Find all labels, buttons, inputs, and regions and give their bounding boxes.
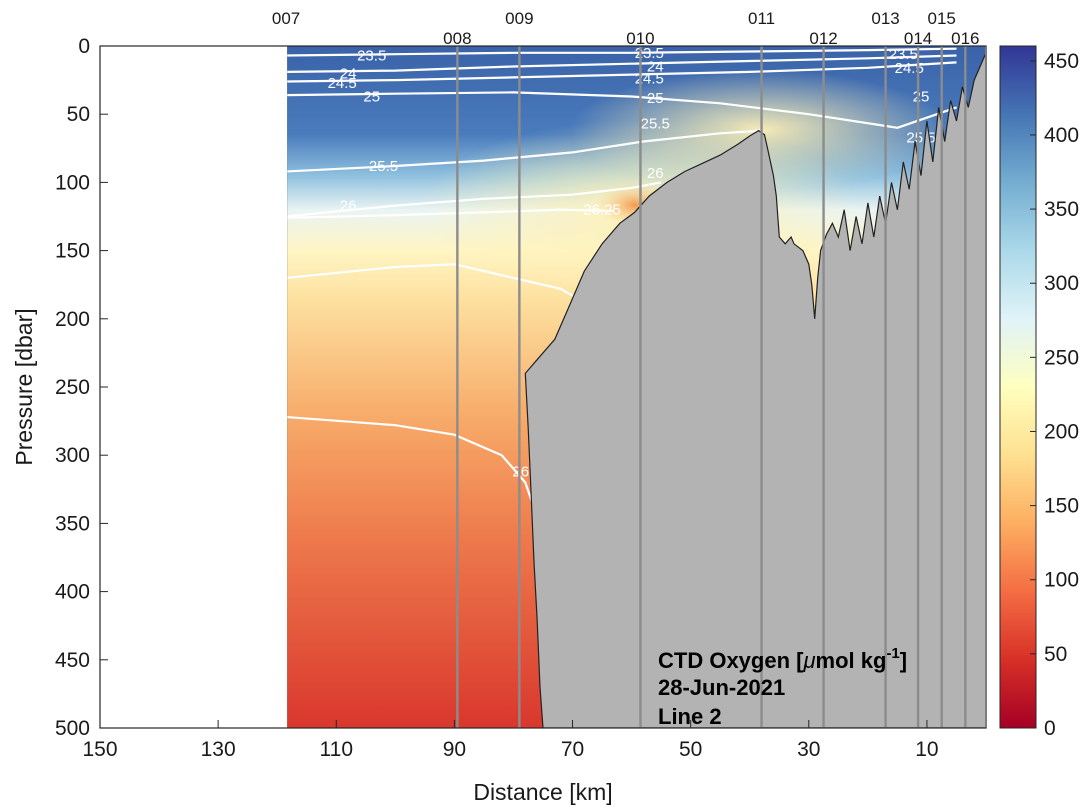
annotation-title: CTD Oxygen [μmol kg-1] <box>658 645 907 673</box>
colorbar-tick-label: 100 <box>1044 569 1079 592</box>
colorbar-tick-label: 300 <box>1044 272 1079 295</box>
density-contour-line <box>287 129 762 173</box>
y-tick-label: 400 <box>55 581 90 604</box>
x-tick-label: 30 <box>797 738 820 761</box>
y-axis-label: Pressure [dbar] <box>11 308 37 465</box>
density-contour-line <box>287 61 957 83</box>
contour-label: 26 <box>647 165 664 182</box>
station-label: 007 <box>272 9 300 28</box>
station-label: 009 <box>505 9 533 28</box>
x-tick-labels: 150 130 110 90 70 50 30 10 <box>82 738 938 761</box>
contour-label: 24 <box>340 65 357 82</box>
y-tick-label: 300 <box>55 444 90 467</box>
colorbar-tick-label: 350 <box>1044 198 1079 221</box>
density-contour-line <box>287 208 614 219</box>
y-tick-label: 250 <box>55 376 90 399</box>
contour-label: 25 <box>913 88 930 105</box>
density-contour-line <box>287 47 957 57</box>
y-tick-label: 500 <box>55 717 90 740</box>
contour-label: 23.5 <box>635 45 664 62</box>
oxygen-field: 23.52424.52525.52626.2526.526.7523.52424… <box>287 45 985 728</box>
y-tick-label: 350 <box>55 512 90 535</box>
contour-label: 23.5 <box>889 46 918 63</box>
density-contours <box>287 47 957 538</box>
y-tick-label: 100 <box>55 171 90 194</box>
contour-label: 24 <box>647 58 664 75</box>
colorbar-tick-label: 0 <box>1044 717 1056 740</box>
colorbar-tick-label: 250 <box>1044 346 1079 369</box>
density-contour-line <box>287 91 957 129</box>
colorbar <box>999 45 1037 729</box>
x-tick-label: 150 <box>82 738 117 761</box>
y-tick-label: 200 <box>55 308 90 331</box>
y-tick-label: 0 <box>78 35 90 58</box>
station-label: 012 <box>809 29 837 48</box>
contour-label: 25.5 <box>641 116 670 133</box>
contour-label: 25 <box>647 90 664 107</box>
colorbar-tick-label: 400 <box>1044 124 1079 147</box>
colorbar-tick-label: 200 <box>1044 420 1079 443</box>
annotation-block: CTD Oxygen [μmol kg-1] 28-Jun-2021 Line … <box>658 645 907 729</box>
station-label: 008 <box>443 29 471 48</box>
station-label: 013 <box>871 9 899 28</box>
contour-label: 25.5 <box>369 158 398 175</box>
contour-label: 25.5 <box>906 129 935 146</box>
contour-label: 24.5 <box>635 71 664 88</box>
contour-label: 25 <box>363 88 380 105</box>
colorbar-tick-label: 150 <box>1044 495 1079 518</box>
y-tick-label: 450 <box>55 649 90 672</box>
y-tick-label: 150 <box>55 240 90 263</box>
y-tick-label: 50 <box>67 103 90 126</box>
contour-label: 24.5 <box>328 75 357 92</box>
colorbar-tick-label: 450 <box>1044 50 1079 73</box>
density-contour-labels: 23.52424.52525.52626.2526.526.7523.52424… <box>328 45 936 481</box>
y-tick-labels: 0 50 100 150 200 250 300 350 400 450 500 <box>55 35 90 740</box>
contour-label: 24.5 <box>895 60 924 77</box>
x-tick-label: 70 <box>561 738 584 761</box>
density-contour-line <box>287 54 957 73</box>
x-tick-label: 50 <box>679 738 702 761</box>
contour-label: 23.5 <box>357 48 386 65</box>
contour-label: 26.25 <box>583 202 621 219</box>
x-axis-label: Distance [km] <box>473 779 612 805</box>
station-lines <box>287 46 967 728</box>
x-tick-label: 90 <box>443 738 466 761</box>
station-label: 015 <box>928 9 956 28</box>
colorbar-ticks: 0 50 100 150 200 250 300 350 400 450 <box>1030 50 1079 740</box>
density-contour-line <box>287 181 662 218</box>
station-label: 011 <box>748 9 775 28</box>
x-tick-label: 130 <box>201 738 236 761</box>
axis-ticks <box>99 45 928 729</box>
colorbar-tick-label: 50 <box>1044 643 1067 666</box>
station-label: 014 <box>904 29 932 48</box>
contour-label: 26 <box>340 198 357 215</box>
annotation-line: Line 2 <box>658 704 722 729</box>
x-tick-label: 110 <box>320 738 353 761</box>
station-label: 010 <box>626 29 654 48</box>
station-label: 016 <box>951 29 979 48</box>
x-tick-label: 10 <box>915 738 938 761</box>
annotation-date: 28-Jun-2021 <box>658 675 785 700</box>
